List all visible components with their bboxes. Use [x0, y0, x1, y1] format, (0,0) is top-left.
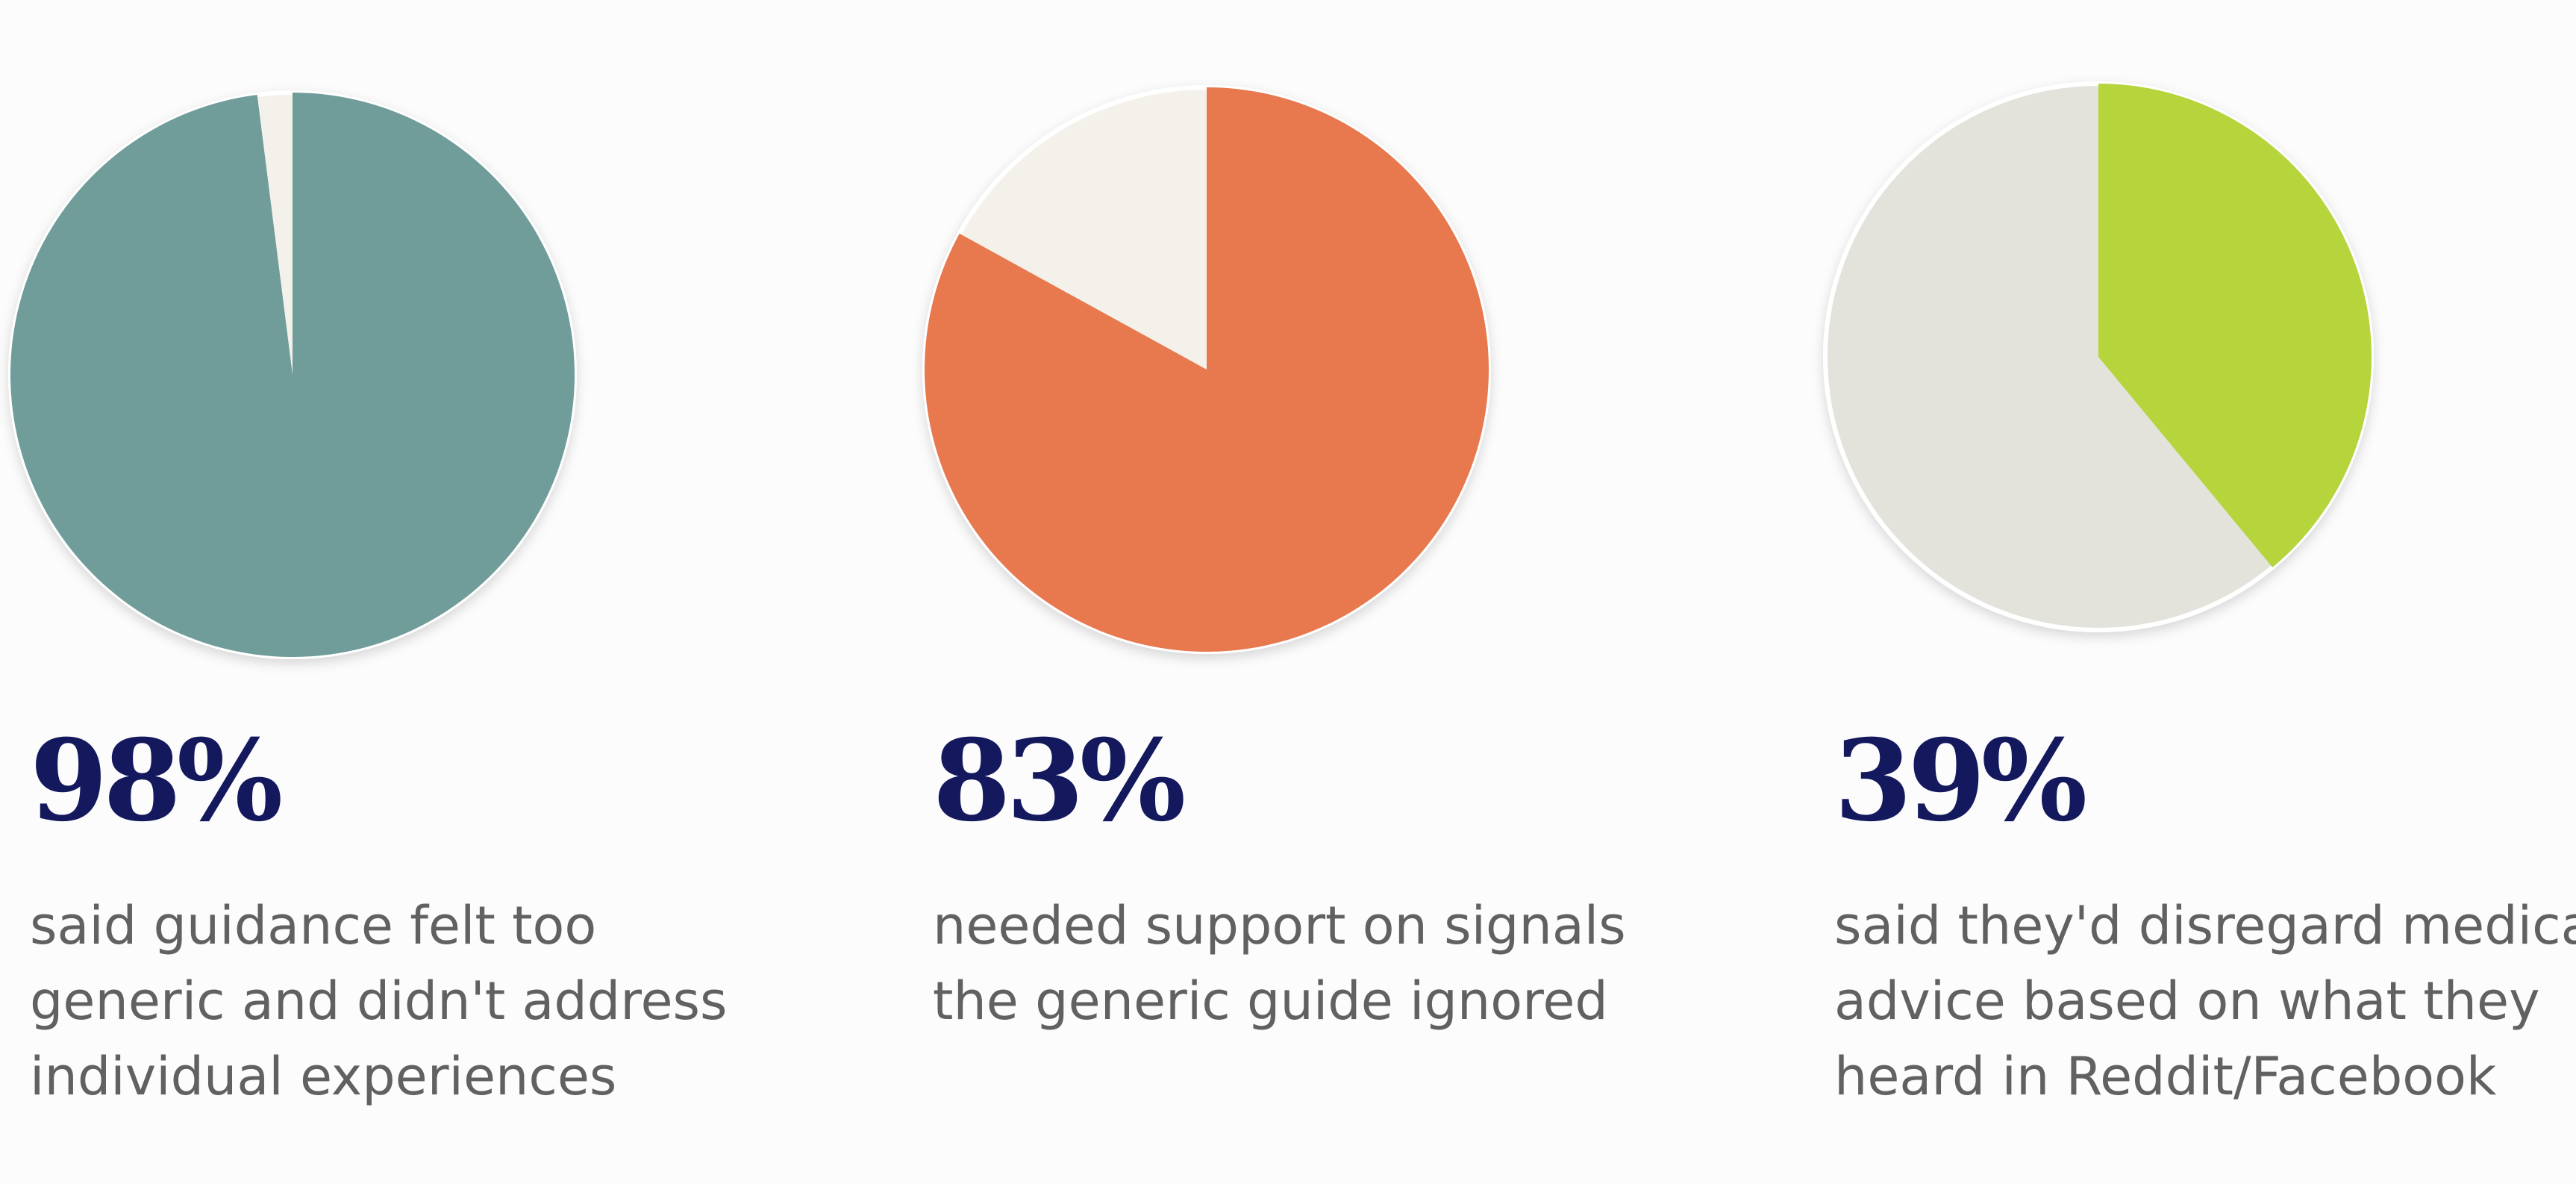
- stat-description: generic and didn't address: [30, 970, 727, 1032]
- pie-slice: [924, 87, 1489, 652]
- pie: [1823, 81, 2374, 632]
- stat-description: said they'd disregard medical: [1834, 895, 2576, 956]
- pie-slice: [2098, 84, 2372, 568]
- stat-description: advice based on what they: [1834, 970, 2540, 1032]
- stat-value: 98%: [30, 715, 281, 847]
- stat-description: needed support on signals: [933, 895, 1626, 956]
- stat-description: said guidance felt too: [30, 895, 596, 956]
- pie-slice: [10, 93, 575, 657]
- stat-description: heard in Reddit/Facebook: [1834, 1046, 2497, 1107]
- stat-description: individual experiences: [30, 1046, 616, 1107]
- stat-value: 83%: [933, 715, 1184, 847]
- pie: [922, 85, 1491, 654]
- pie: [8, 90, 577, 659]
- stat-value: 39%: [1834, 715, 2085, 847]
- stat-description: the generic guide ignored: [933, 970, 1608, 1032]
